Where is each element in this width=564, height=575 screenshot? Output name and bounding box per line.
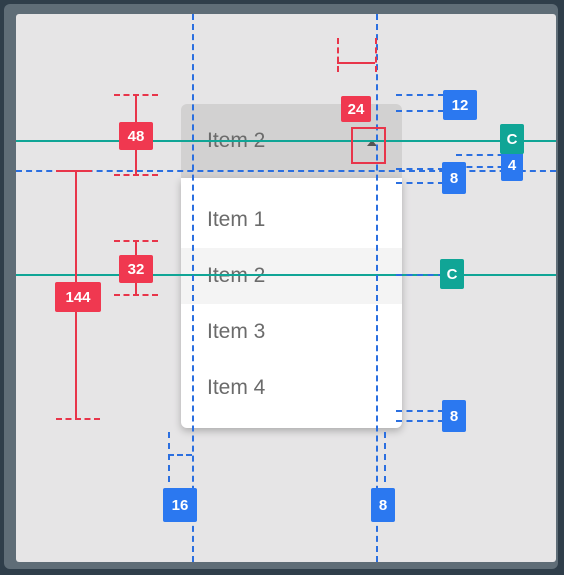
badge-8-bottom: 8 [442, 400, 466, 432]
badge-32: 32 [119, 255, 153, 283]
measure-24-right [375, 38, 377, 72]
measure-24-left [337, 38, 339, 72]
badge-144: 144 [55, 282, 101, 312]
caret-up-icon[interactable] [367, 140, 377, 146]
frame: Item 2 Item 1 Item 2 Item 3 Item 4 [4, 4, 558, 569]
measure-144-bottom [56, 418, 100, 420]
space-4-top [456, 154, 514, 156]
space-8-top [396, 168, 444, 170]
menu-item-2[interactable]: Item 2 [181, 248, 402, 304]
menu-item-label: Item 2 [207, 264, 266, 287]
badge-4: 4 [501, 149, 523, 181]
measure-24-line [337, 62, 375, 64]
menu-item-3[interactable]: Item 3 [181, 304, 402, 360]
badge-center-1: C [500, 124, 524, 154]
badge-16: 16 [163, 488, 197, 522]
menu-item-label: Item 4 [207, 376, 266, 399]
space-8c-right [384, 432, 386, 482]
spec-canvas: Item 2 Item 1 Item 2 Item 3 Item 4 [16, 14, 556, 562]
menu-item-label: Item 3 [207, 320, 266, 343]
guide-right [376, 14, 378, 562]
space-8-bottom [396, 182, 444, 184]
center-tick [396, 274, 444, 276]
space-8b-bottom [396, 420, 444, 422]
guide-left [192, 14, 194, 562]
badge-8: 8 [442, 162, 466, 194]
badge-center-2: C [440, 259, 464, 289]
caret-bounds [351, 127, 386, 164]
guide-field-bottom [16, 170, 556, 172]
space-4-bottom [456, 166, 514, 168]
space-12-bottom [396, 110, 444, 112]
menu-item-label: Item 1 [207, 208, 266, 231]
center-line-selected [16, 140, 556, 142]
space-16-line [168, 454, 192, 456]
center-line-item [16, 274, 556, 276]
badge-48: 48 [119, 122, 153, 150]
badge-12: 12 [443, 90, 477, 120]
dropdown-menu: Item 1 Item 2 Item 3 Item 4 [181, 178, 402, 428]
measure-144-top [56, 170, 92, 172]
space-8b-top [396, 410, 444, 412]
badge-8-right: 8 [371, 488, 395, 522]
measure-48-bottom [114, 174, 158, 176]
badge-24: 24 [341, 96, 371, 122]
menu-item-1[interactable]: Item 1 [181, 192, 402, 248]
space-16-left [168, 432, 170, 482]
menu-item-4[interactable]: Item 4 [181, 360, 402, 416]
space-12-top [396, 94, 444, 96]
measure-32-bottom [114, 294, 158, 296]
